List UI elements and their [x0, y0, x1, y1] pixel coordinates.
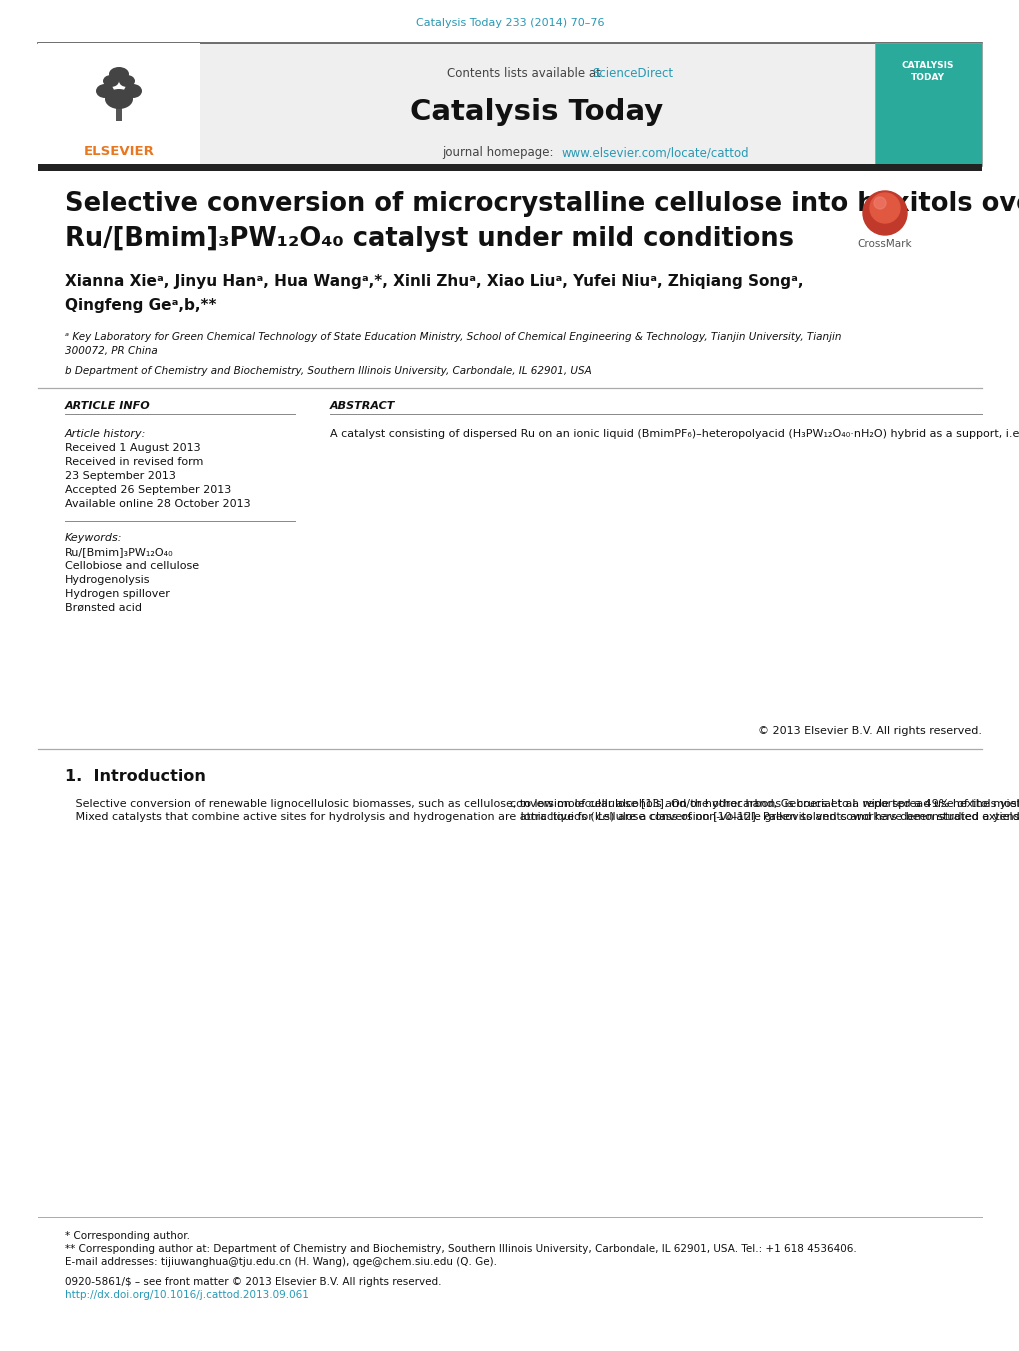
- Text: 0920-5861/$ – see front matter © 2013 Elsevier B.V. All rights reserved.: 0920-5861/$ – see front matter © 2013 El…: [65, 1277, 441, 1288]
- Bar: [38, 43, 981, 166]
- Ellipse shape: [119, 76, 135, 86]
- Text: Contents lists available at: Contents lists available at: [446, 68, 604, 80]
- Text: Hydrogenolysis: Hydrogenolysis: [65, 576, 151, 585]
- Bar: [116, 99, 122, 122]
- Text: * Corresponding author.: * Corresponding author.: [65, 1231, 190, 1242]
- Text: Brønsted acid: Brønsted acid: [65, 603, 142, 613]
- Ellipse shape: [103, 76, 119, 86]
- Text: ** Corresponding author at: Department of Chemistry and Biochemistry, Southern I: ** Corresponding author at: Department o…: [65, 1244, 856, 1254]
- Text: Xianna Xieᵃ, Jinyu Hanᵃ, Hua Wangᵃ,*, Xinli Zhuᵃ, Xiao Liuᵃ, Yufei Niuᵃ, Zhiqian: Xianna Xieᵃ, Jinyu Hanᵃ, Hua Wangᵃ,*, Xi…: [65, 274, 803, 289]
- Text: Accepted 26 September 2013: Accepted 26 September 2013: [65, 485, 231, 494]
- Text: TODAY: TODAY: [910, 73, 944, 82]
- Circle shape: [873, 197, 886, 209]
- Text: CATALYSIS: CATALYSIS: [901, 61, 954, 70]
- Text: Selective conversion of microcrystalline cellulose into hexitols over a: Selective conversion of microcrystalline…: [65, 190, 1019, 218]
- Text: Catalysis Today 233 (2014) 70–76: Catalysis Today 233 (2014) 70–76: [416, 18, 603, 28]
- Ellipse shape: [96, 84, 114, 99]
- Text: Ru/[Bmim]₃PW₁₂O₄₀: Ru/[Bmim]₃PW₁₂O₄₀: [65, 547, 173, 557]
- Text: E-mail addresses: tijiuwanghua@tju.edu.cn (H. Wang), qge@chem.siu.edu (Q. Ge).: E-mail addresses: tijiuwanghua@tju.edu.c…: [65, 1256, 496, 1267]
- Bar: [38, 163, 981, 172]
- Text: conversion of cellulose [13]. On the other hand, Geboers et al. reported a 49% h: conversion of cellulose [13]. On the oth…: [510, 798, 1019, 821]
- Text: Catalysis Today: Catalysis Today: [410, 99, 663, 126]
- Bar: [38, 43, 200, 166]
- Text: www.elsevier.com/locate/cattod: www.elsevier.com/locate/cattod: [561, 146, 749, 159]
- Text: Qingfeng Geᵃ,b,**: Qingfeng Geᵃ,b,**: [65, 299, 216, 313]
- Circle shape: [862, 190, 906, 235]
- Text: http://dx.doi.org/10.1016/j.cattod.2013.09.061: http://dx.doi.org/10.1016/j.cattod.2013.…: [65, 1290, 309, 1300]
- Text: Received in revised form: Received in revised form: [65, 457, 203, 467]
- Text: Ru/[Bmim]₃PW₁₂O₄₀ catalyst under mild conditions: Ru/[Bmim]₃PW₁₂O₄₀ catalyst under mild co…: [65, 226, 793, 253]
- Text: ᵃ Key Laboratory for Green Chemical Technology of State Education Ministry, Scho: ᵃ Key Laboratory for Green Chemical Tech…: [65, 332, 841, 355]
- Text: ARTICLE INFO: ARTICLE INFO: [65, 401, 151, 411]
- Text: ABSTRACT: ABSTRACT: [330, 401, 395, 411]
- Text: Keywords:: Keywords:: [65, 534, 122, 543]
- Text: CrossMark: CrossMark: [857, 239, 911, 249]
- Text: A catalyst consisting of dispersed Ru on an ionic liquid (BmimPF₆)–heteropolyaci: A catalyst consisting of dispersed Ru on…: [330, 430, 1019, 439]
- Text: Article history:: Article history:: [65, 430, 147, 439]
- Ellipse shape: [124, 84, 142, 99]
- Ellipse shape: [105, 89, 132, 109]
- Circle shape: [869, 193, 899, 223]
- Text: Available online 28 October 2013: Available online 28 October 2013: [65, 499, 251, 509]
- Text: © 2013 Elsevier B.V. All rights reserved.: © 2013 Elsevier B.V. All rights reserved…: [757, 725, 981, 736]
- Text: Cellobiose and cellulose: Cellobiose and cellulose: [65, 561, 199, 571]
- Text: 23 September 2013: 23 September 2013: [65, 471, 175, 481]
- Text: ScienceDirect: ScienceDirect: [591, 68, 673, 80]
- Text: Hydrogen spillover: Hydrogen spillover: [65, 589, 170, 598]
- Text: Received 1 August 2013: Received 1 August 2013: [65, 443, 201, 453]
- Text: Selective conversion of renewable lignocellulosic biomasses, such as cellulose, : Selective conversion of renewable lignoc…: [65, 798, 1019, 821]
- Text: ELSEVIER: ELSEVIER: [84, 145, 154, 158]
- Text: 1.  Introduction: 1. Introduction: [65, 769, 206, 784]
- Text: b Department of Chemistry and Biochemistry, Southern Illinois University, Carbon: b Department of Chemistry and Biochemist…: [65, 366, 591, 376]
- Bar: [874, 43, 981, 166]
- Text: journal homepage:: journal homepage:: [441, 146, 556, 159]
- Ellipse shape: [109, 68, 128, 81]
